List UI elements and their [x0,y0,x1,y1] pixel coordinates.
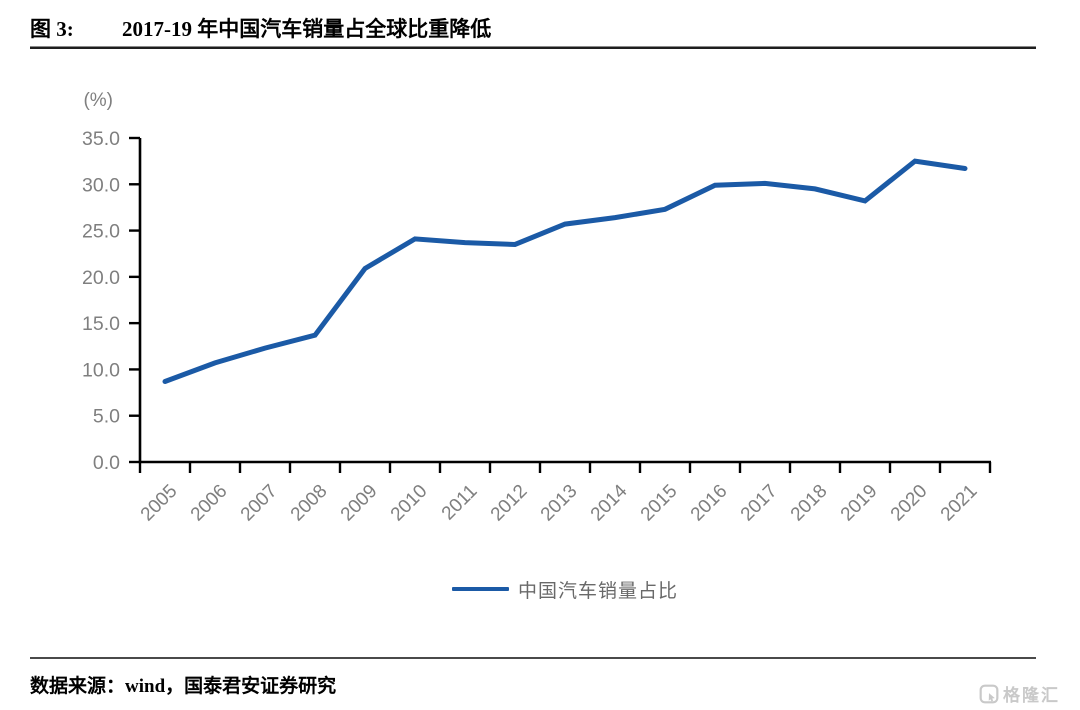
y-tick-label: 30.0 [82,174,120,196]
y-axis-unit-label: (%) [83,90,113,111]
x-tick-label: 2013 [537,481,582,526]
legend-line-swatch [451,587,509,591]
y-tick-label: 10.0 [82,359,120,381]
x-tick-label: 2016 [687,481,732,526]
data-source-text: 数据来源：wind，国泰君安证券研究 [30,676,337,697]
gelonghui-logo-text: 格隆汇 [1003,686,1060,705]
x-tick-label: 2015 [637,481,682,526]
x-tick-label: 2018 [787,481,832,526]
x-tick-label: 2008 [287,481,332,526]
x-tick-label: 2011 [438,481,482,525]
figure-title: 2017-19 年中国汽车销量占全球比重降低 [122,17,492,41]
x-tick-label: 2019 [837,481,882,526]
x-tick-label: 2017 [737,481,782,526]
y-tick-label: 5.0 [93,406,120,428]
x-tick-label: 2020 [887,481,932,526]
gelonghui-watermark: 格隆汇 [979,681,1060,706]
y-tick-label: 35.0 [82,128,120,150]
chart-legend: 中国汽车销量占比 [140,576,990,602]
series-line-china-auto-share [162,158,968,384]
x-tick-label: 2012 [487,481,532,526]
gelonghui-logo-icon [979,684,999,703]
figure-title-row: 图 3: 2017-19 年中国汽车销量占全球比重降低 [30,16,1036,42]
footer-divider [30,657,1036,659]
x-tick-label: 2010 [387,481,432,526]
x-tick-label: 2021 [937,481,982,526]
y-tick-label: 15.0 [82,313,120,335]
x-tick-label: 2014 [587,480,632,525]
y-tick-label: 20.0 [82,267,120,289]
x-tick-label: 2009 [337,481,382,526]
title-divider [30,46,1036,49]
figure-number: 图 3: [30,17,74,41]
x-tick-label: 2005 [137,481,182,526]
y-tick-label: 25.0 [82,221,120,243]
x-tick-label: 2006 [187,481,232,526]
legend-label: 中国汽车销量占比 [517,580,678,602]
x-tick-label: 2007 [237,481,282,526]
y-tick-label: 0.0 [93,452,120,474]
